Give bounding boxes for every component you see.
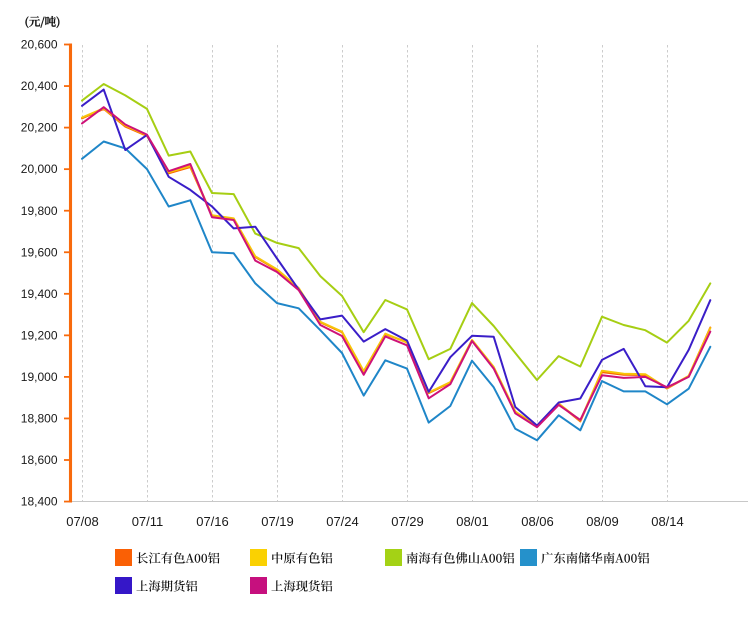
svg-text:20,000: 20,000	[21, 162, 58, 176]
svg-text:07/24: 07/24	[326, 514, 359, 529]
svg-text:19,000: 19,000	[21, 370, 58, 384]
svg-text:18,600: 18,600	[21, 453, 58, 467]
svg-text:20,200: 20,200	[21, 121, 58, 135]
svg-text:18,800: 18,800	[21, 412, 58, 426]
svg-text:07/29: 07/29	[391, 514, 424, 529]
svg-text:20,600: 20,600	[21, 38, 58, 52]
svg-text:18,400: 18,400	[21, 495, 58, 509]
svg-text:19,200: 19,200	[21, 328, 58, 342]
svg-text:08/06: 08/06	[521, 514, 554, 529]
svg-text:19,400: 19,400	[21, 287, 58, 301]
svg-text:08/09: 08/09	[586, 514, 619, 529]
svg-text:19,800: 19,800	[21, 204, 58, 218]
svg-text:07/11: 07/11	[132, 514, 164, 529]
svg-text:07/19: 07/19	[261, 514, 294, 529]
svg-text:08/14: 08/14	[651, 514, 684, 529]
svg-text:20,400: 20,400	[21, 79, 58, 93]
svg-text:07/08: 07/08	[66, 514, 99, 529]
svg-text:19,600: 19,600	[21, 245, 58, 259]
svg-text:07/16: 07/16	[196, 514, 229, 529]
svg-text:08/01: 08/01	[456, 514, 489, 529]
